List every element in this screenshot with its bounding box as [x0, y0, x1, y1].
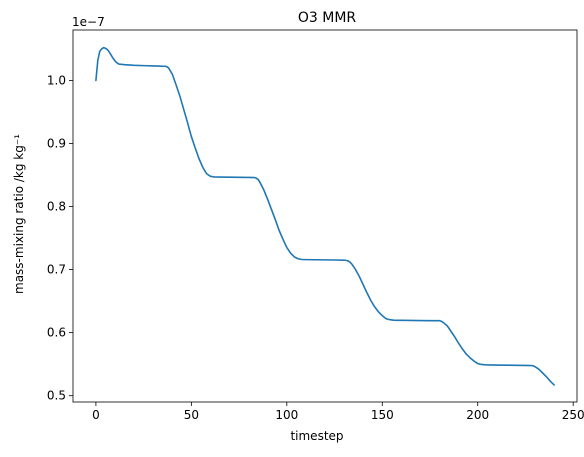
plot-area: 0 50 100 150 200 250 0.5 0.6 0.7 0.8 0.9 1.0 — [47, 29, 584, 422]
y-tick-label: 0.5 — [47, 389, 66, 403]
series-line — [95, 46, 555, 386]
y-tick-label: 0.6 — [47, 326, 66, 340]
y-axis-label: mass-mixing ratio /kg kg⁻¹ — [12, 134, 26, 294]
axes-frame — [72, 29, 578, 403]
y-tick-label: 0.9 — [47, 136, 66, 150]
x-tick-label: 50 — [184, 408, 199, 422]
y-tick-label: 0.8 — [47, 200, 66, 214]
x-tick-label: 150 — [371, 408, 394, 422]
y-offset-label: 1e−7 — [72, 15, 105, 29]
x-tick-label: 0 — [92, 408, 100, 422]
y-tick-label: 0.7 — [47, 263, 66, 277]
chart-title: O3 MMR — [298, 10, 357, 26]
x-tick-label: 250 — [562, 408, 584, 422]
y-tick-label: 1.0 — [47, 73, 66, 87]
x-tick-label: 100 — [275, 408, 298, 422]
x-tick-label: 200 — [466, 408, 489, 422]
x-axis-label: timestep — [290, 429, 343, 443]
